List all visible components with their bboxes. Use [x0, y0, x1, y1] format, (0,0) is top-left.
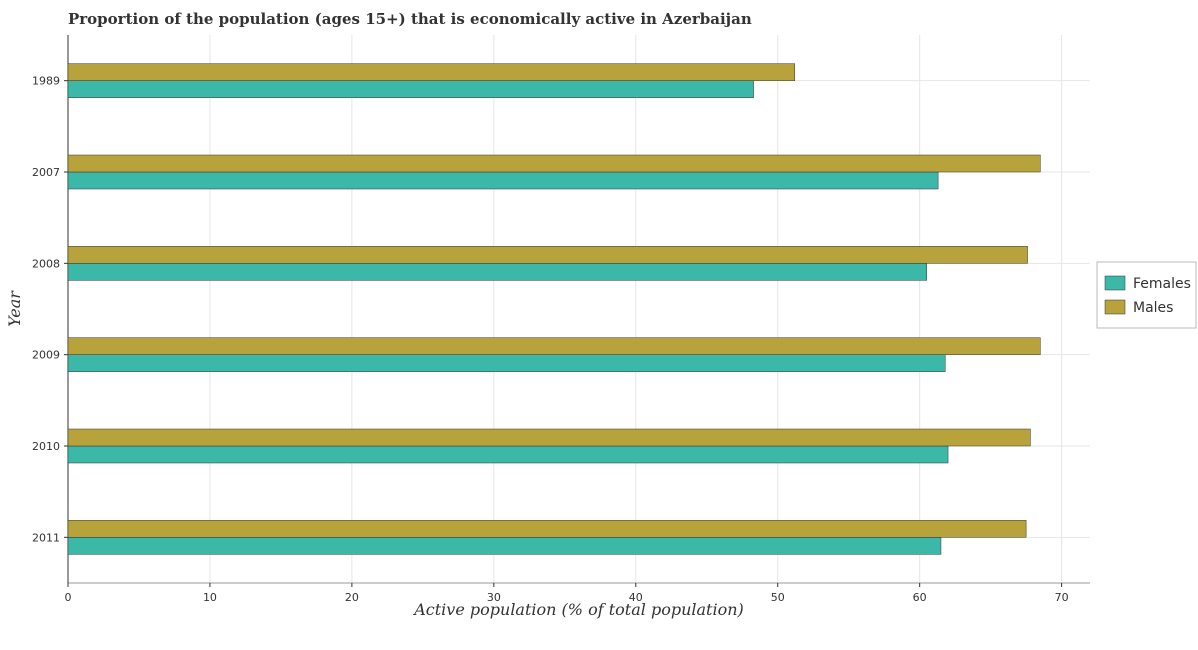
- y-tick-label: 2011: [32, 531, 60, 544]
- y-tick-label: 2007: [32, 166, 60, 179]
- y-tick-label: 2008: [32, 257, 60, 270]
- bars-group: [67, 63, 1041, 555]
- y-axis-label: Year: [5, 290, 24, 327]
- x-axis-ticks: 0 10 20 30 40 50 60 70: [65, 583, 1069, 604]
- x-tick-label: 0: [65, 591, 72, 604]
- grid-lines: [67, 35, 1090, 584]
- legend-swatch-males: [1104, 299, 1126, 315]
- x-tick-label: 40: [629, 591, 643, 604]
- legend-label-females: Females: [1133, 276, 1191, 292]
- bar-females-2010: [67, 445, 949, 464]
- chart-title: Proportion of the population (ages 15+) …: [68, 10, 752, 28]
- bar-males-2007: [67, 154, 1041, 173]
- bar-females-2008: [67, 263, 928, 281]
- bar-females-2011: [67, 537, 942, 555]
- y-axis-ticks: 1989 2007 2008 2009 2010 2011: [32, 75, 68, 544]
- bar-males-2009: [67, 337, 1041, 355]
- x-tick-label: 30: [487, 591, 501, 604]
- y-tick-label: 2009: [32, 349, 60, 362]
- x-tick-label: 20: [345, 591, 359, 604]
- bar-females-2009: [67, 354, 946, 372]
- legend: Females Males: [1096, 261, 1197, 329]
- bar-females-1989: [67, 80, 754, 98]
- legend-label-males: Males: [1133, 300, 1173, 316]
- legend-box: [1096, 261, 1197, 329]
- x-tick-label: 10: [203, 591, 217, 604]
- y-tick-label: 1989: [32, 75, 60, 88]
- y-tick-label: 2010: [32, 440, 60, 453]
- bar-males-2008: [67, 246, 1028, 264]
- x-axis-label: Active population (% of total population…: [412, 600, 744, 619]
- legend-swatch-females: [1104, 275, 1126, 291]
- bar-males-2011: [67, 520, 1027, 538]
- bar-males-2010: [67, 428, 1031, 447]
- x-tick-label: 60: [913, 591, 927, 604]
- bar-males-1989: [67, 63, 796, 81]
- x-tick-label: 50: [771, 591, 785, 604]
- x-tick-label: 70: [1055, 591, 1069, 604]
- bar-females-2007: [67, 171, 939, 190]
